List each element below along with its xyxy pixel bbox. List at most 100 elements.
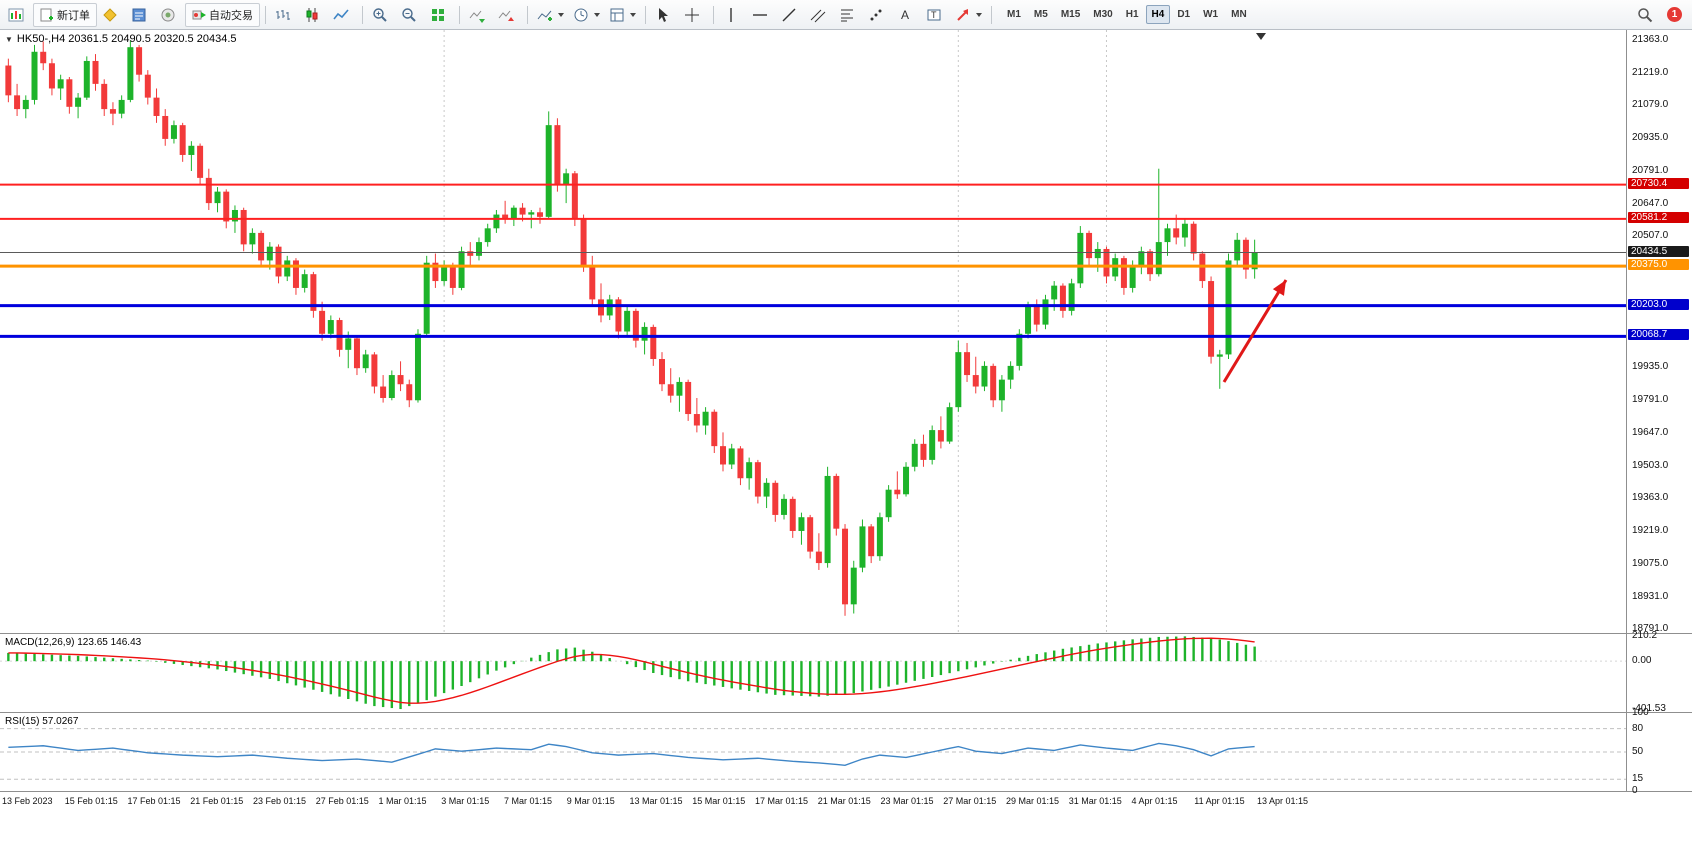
candle-body	[580, 219, 587, 266]
trendline-button[interactable]	[777, 3, 805, 27]
candle-body	[571, 173, 578, 220]
chart-shift-button[interactable]	[494, 3, 522, 27]
pane-separator[interactable]	[0, 712, 1692, 713]
time-axis[interactable]: 13 Feb 2023 15 Feb 01:15 17 Feb 01:15 21 Fe…	[0, 792, 1626, 854]
candle-body	[693, 414, 700, 426]
price-tag-20068.7: 20068.7	[1628, 329, 1689, 341]
timeframe-button-h4[interactable]: H4	[1145, 5, 1171, 24]
arrow-annotation[interactable]	[1222, 279, 1288, 383]
macd-panel[interactable]	[0, 634, 1626, 712]
toolbar-separator	[991, 5, 992, 24]
templates-button[interactable]	[605, 3, 640, 27]
time-axis-label: 13 Apr 01:15	[1257, 796, 1309, 806]
templates-icon	[610, 8, 624, 21]
auto-scroll-button[interactable]	[465, 3, 493, 27]
price-axis-tick: 21219.0	[1632, 66, 1669, 78]
timeframe-button-mn[interactable]: MN	[1231, 9, 1247, 20]
arrows-button[interactable]	[951, 3, 986, 27]
horizontal-line-button[interactable]	[748, 3, 776, 27]
timeframe-button-w1[interactable]: W1	[1203, 9, 1219, 20]
price-axis[interactable]: 21363.0 21219.0 21079.0 20935.0 20791.0 20647…	[1626, 30, 1692, 796]
candle-body	[258, 232, 265, 261]
time-axis-label: 13 Mar 01:15	[629, 796, 683, 806]
candle-body	[1138, 251, 1145, 266]
line-chart-button[interactable]	[329, 3, 357, 27]
shapes-button[interactable]	[864, 3, 892, 27]
toolbar-separator	[713, 5, 714, 24]
zoom-out-button[interactable]	[397, 3, 425, 27]
indicators-button[interactable]	[533, 3, 568, 27]
toolbar-separator	[527, 5, 528, 24]
price-axis-tick: 100	[1632, 707, 1649, 718]
timeframe-button-m30[interactable]: M30	[1093, 9, 1113, 20]
candle-body	[441, 265, 448, 282]
collapse-arrow-icon[interactable]: ▼	[5, 34, 13, 44]
rsi-panel[interactable]	[0, 713, 1626, 791]
candlestick-chart-button[interactable]	[300, 3, 328, 27]
timeframe-button-h1[interactable]: H1	[1125, 9, 1139, 20]
tile-windows-button[interactable]	[426, 3, 454, 27]
bar-chart-button[interactable]	[271, 3, 299, 27]
timeframe-button-d1[interactable]: D1	[1177, 9, 1191, 20]
timeframe-button-m5[interactable]: M5	[1033, 9, 1048, 20]
time-axis-label: 23 Feb 01:15	[253, 796, 307, 806]
pane-separator[interactable]	[0, 633, 1692, 634]
candle-body	[1120, 258, 1127, 288]
metaeditor-button[interactable]	[98, 3, 126, 27]
main-price-chart[interactable]	[0, 30, 1626, 633]
data-window-button[interactable]	[127, 3, 155, 27]
candle-body	[484, 228, 491, 243]
price-axis-tick: 15	[1632, 773, 1644, 785]
candle-body	[475, 242, 482, 256]
price-axis-tick: 20791.0	[1632, 164, 1669, 176]
candle-body	[458, 251, 465, 288]
new-order-label: 新订单	[57, 9, 90, 22]
trendline-icon	[782, 8, 796, 21]
candle-body	[1094, 248, 1101, 259]
periods-button[interactable]	[569, 3, 604, 27]
candle-body	[48, 63, 55, 89]
text-label-button[interactable]: T	[922, 3, 950, 27]
candle-body	[1033, 306, 1040, 325]
price-axis-tick: 19363.0	[1632, 492, 1669, 504]
fibonacci-button[interactable]	[835, 3, 863, 27]
candle-body	[955, 352, 962, 408]
candle-body	[746, 462, 753, 479]
strategy-tester-button[interactable]	[156, 3, 184, 27]
crosshair-button[interactable]	[680, 3, 708, 27]
chevron-down-icon	[594, 12, 600, 17]
notification-badge[interactable]: 1	[1667, 7, 1682, 22]
candle-body	[641, 326, 648, 341]
candle-body	[388, 375, 395, 398]
time-axis-label: 9 Mar 01:15	[566, 796, 615, 806]
candle-body	[859, 526, 866, 568]
time-axis-label: 17 Feb 01:15	[127, 796, 181, 806]
candle-body	[353, 338, 360, 369]
candle-body	[606, 299, 613, 316]
candle-body	[615, 299, 622, 332]
candle-body	[597, 299, 604, 316]
candle-body	[1173, 228, 1180, 238]
metaeditor-icon	[103, 7, 117, 22]
candle-body	[214, 191, 221, 204]
search-button[interactable]	[1633, 3, 1661, 27]
candle-body	[144, 74, 151, 98]
price-tag-20434.5: 20434.5	[1628, 245, 1689, 257]
candle-body	[754, 462, 761, 497]
text-button[interactable]: A	[893, 3, 921, 27]
equidistant-channel-button[interactable]	[806, 3, 834, 27]
new-order-button[interactable]: 新订单	[33, 2, 97, 27]
candle-body	[589, 265, 596, 300]
candle-body	[240, 209, 247, 245]
vertical-line-button[interactable]	[719, 3, 747, 27]
timeframe-button-m15[interactable]: M15	[1060, 9, 1081, 20]
candle-body	[83, 60, 90, 98]
zoom-in-button[interactable]	[368, 3, 396, 27]
candle-body	[1225, 260, 1232, 355]
price-axis-tick: 0.00	[1632, 655, 1652, 667]
auto-trading-button[interactable]: 自动交易	[185, 2, 260, 27]
new-chart-button[interactable]	[4, 3, 32, 27]
cursor-button[interactable]	[651, 3, 679, 27]
timeframe-button-m1[interactable]: M1	[1007, 9, 1021, 20]
price-axis-tick: 20507.0	[1632, 229, 1669, 241]
